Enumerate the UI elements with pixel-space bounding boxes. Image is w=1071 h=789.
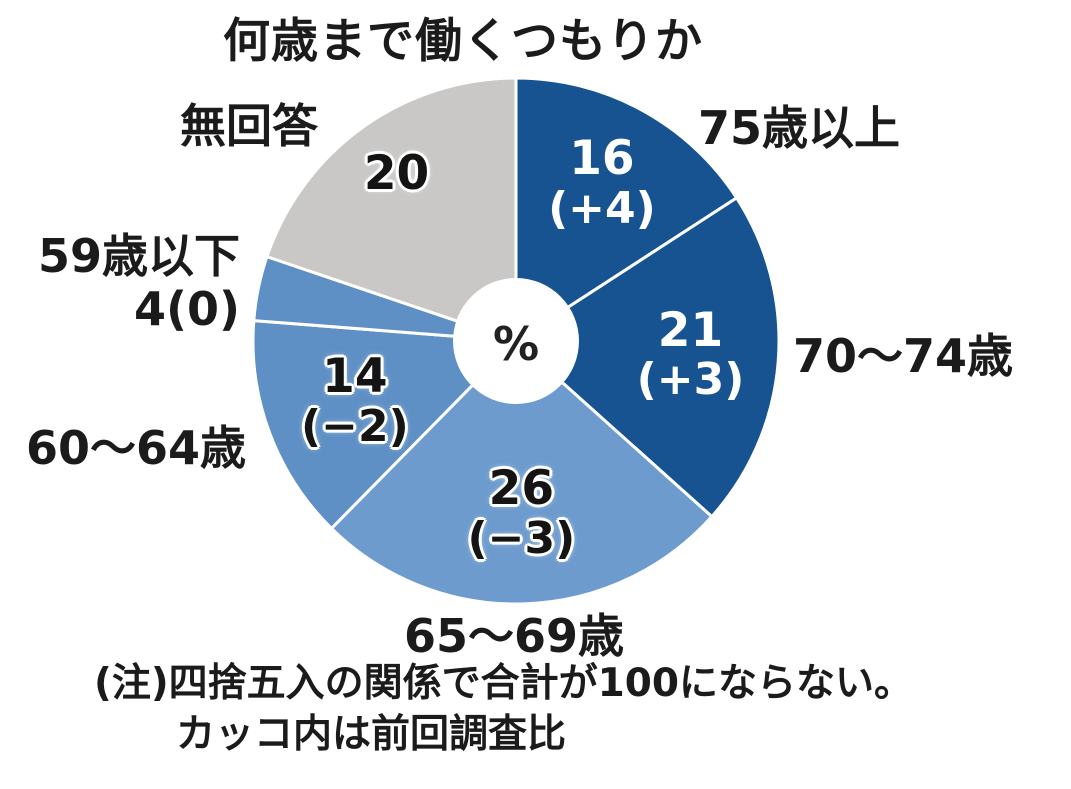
pie-slice-1 — [514, 196, 781, 519]
page-title: 何歳まで働くつもりか — [223, 14, 703, 69]
pie-slice-3 — [251, 319, 518, 530]
pie-slice-5 — [265, 76, 518, 343]
pie-slice-0 — [514, 76, 739, 343]
pie-slice-2 — [329, 339, 714, 606]
pie-center-hole — [453, 278, 579, 404]
